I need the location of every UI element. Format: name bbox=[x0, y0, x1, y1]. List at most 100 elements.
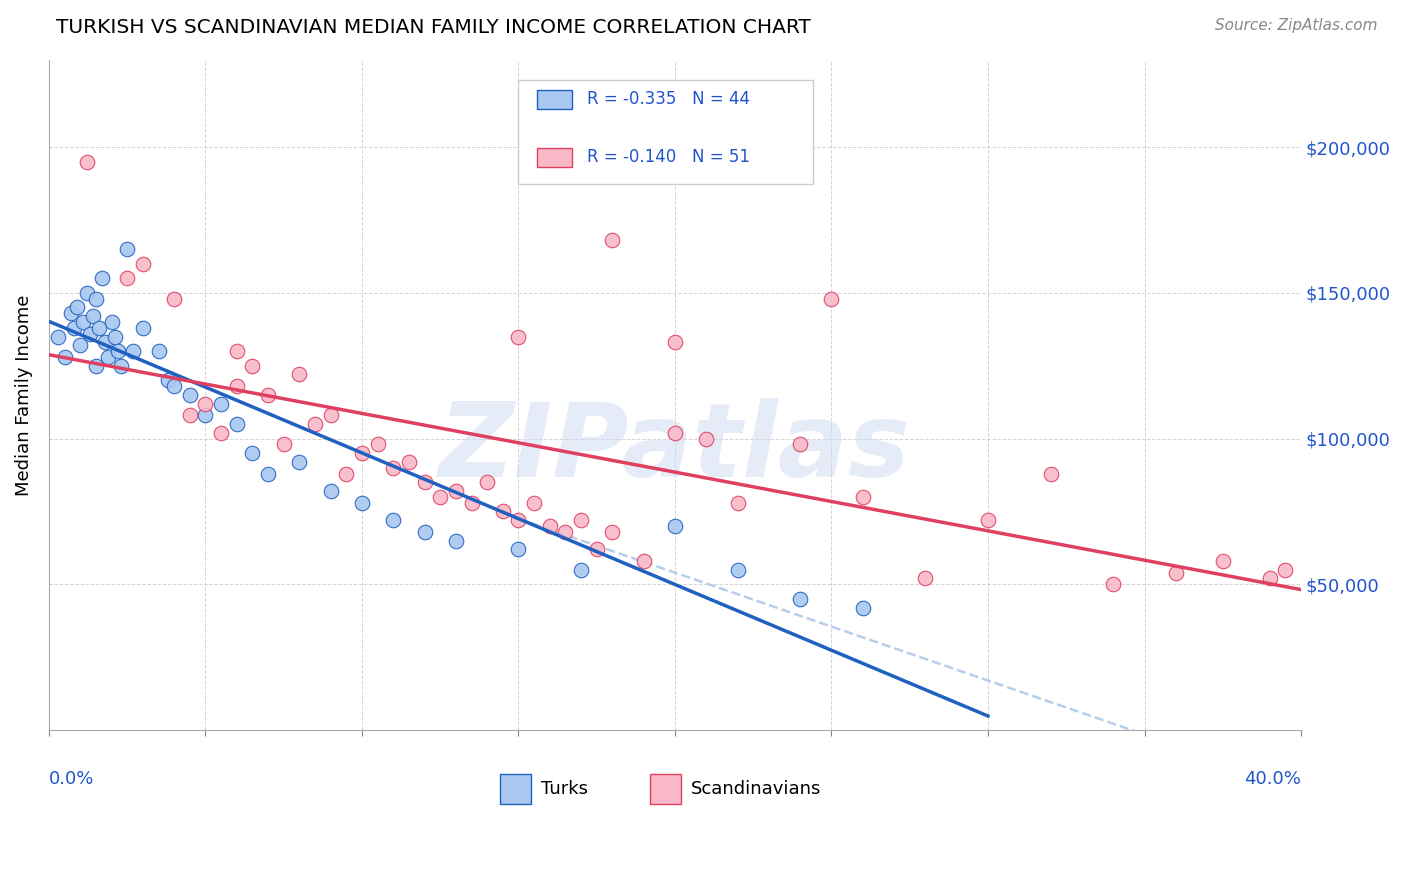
Point bbox=[304, 417, 326, 431]
Point bbox=[209, 425, 232, 440]
Point bbox=[852, 600, 875, 615]
Point bbox=[156, 373, 179, 387]
Text: Scandinavians: Scandinavians bbox=[692, 780, 821, 798]
Point bbox=[79, 326, 101, 341]
Text: Turks: Turks bbox=[541, 780, 588, 798]
Point bbox=[63, 320, 86, 334]
Point bbox=[319, 483, 342, 498]
Point bbox=[523, 496, 546, 510]
FancyBboxPatch shape bbox=[650, 773, 682, 804]
Point bbox=[225, 344, 247, 359]
Text: R = -0.335   N = 44: R = -0.335 N = 44 bbox=[588, 90, 751, 108]
FancyBboxPatch shape bbox=[499, 773, 531, 804]
Point bbox=[664, 519, 686, 533]
Point bbox=[48, 329, 70, 343]
Point bbox=[444, 483, 467, 498]
Point bbox=[602, 524, 624, 539]
Point bbox=[110, 359, 132, 373]
Point bbox=[179, 409, 201, 423]
Point bbox=[273, 437, 295, 451]
Point bbox=[66, 301, 89, 315]
Point bbox=[115, 271, 138, 285]
Point bbox=[148, 344, 170, 359]
Point bbox=[508, 542, 530, 557]
Text: TURKISH VS SCANDINAVIAN MEDIAN FAMILY INCOME CORRELATION CHART: TURKISH VS SCANDINAVIAN MEDIAN FAMILY IN… bbox=[56, 18, 811, 37]
Point bbox=[84, 359, 107, 373]
Point bbox=[695, 432, 717, 446]
Point bbox=[288, 455, 311, 469]
Point bbox=[194, 396, 217, 410]
Point bbox=[257, 388, 280, 402]
Point bbox=[1212, 554, 1234, 568]
Point bbox=[569, 513, 592, 527]
Point bbox=[115, 242, 138, 256]
Point bbox=[97, 350, 120, 364]
Point bbox=[1164, 566, 1187, 580]
Point bbox=[350, 496, 373, 510]
Point bbox=[132, 257, 155, 271]
Point bbox=[1102, 577, 1125, 591]
Point bbox=[477, 475, 499, 490]
Point bbox=[107, 344, 129, 359]
Point bbox=[460, 496, 482, 510]
Point bbox=[53, 350, 76, 364]
Point bbox=[87, 320, 110, 334]
Point bbox=[163, 379, 186, 393]
Point bbox=[1258, 572, 1281, 586]
Point bbox=[132, 320, 155, 334]
Point bbox=[76, 285, 98, 300]
Point bbox=[977, 513, 1000, 527]
Point bbox=[789, 591, 811, 606]
Point bbox=[569, 563, 592, 577]
Point bbox=[398, 455, 420, 469]
Point bbox=[382, 460, 405, 475]
Point bbox=[413, 524, 436, 539]
Point bbox=[288, 368, 311, 382]
Point bbox=[444, 533, 467, 548]
Point bbox=[225, 417, 247, 431]
Point bbox=[209, 396, 232, 410]
Point bbox=[122, 344, 145, 359]
FancyBboxPatch shape bbox=[537, 90, 572, 109]
Point bbox=[664, 335, 686, 350]
Text: 0.0%: 0.0% bbox=[49, 771, 94, 789]
Point bbox=[820, 292, 842, 306]
Point bbox=[242, 446, 264, 460]
Point bbox=[72, 315, 94, 329]
Point bbox=[84, 292, 107, 306]
Point bbox=[508, 329, 530, 343]
Text: ZIPatlas: ZIPatlas bbox=[439, 398, 911, 499]
Point bbox=[100, 315, 122, 329]
Text: R = -0.140   N = 51: R = -0.140 N = 51 bbox=[588, 148, 751, 167]
Point bbox=[76, 154, 98, 169]
Point bbox=[727, 563, 749, 577]
Point bbox=[104, 329, 127, 343]
Point bbox=[727, 496, 749, 510]
Point bbox=[413, 475, 436, 490]
Text: Source: ZipAtlas.com: Source: ZipAtlas.com bbox=[1215, 18, 1378, 33]
Point bbox=[852, 490, 875, 504]
Point bbox=[382, 513, 405, 527]
Y-axis label: Median Family Income: Median Family Income bbox=[15, 294, 32, 496]
Point bbox=[538, 519, 561, 533]
Point bbox=[914, 572, 936, 586]
Point bbox=[194, 409, 217, 423]
Point bbox=[508, 513, 530, 527]
Point bbox=[633, 554, 655, 568]
FancyBboxPatch shape bbox=[537, 148, 572, 167]
Point bbox=[335, 467, 357, 481]
Point bbox=[242, 359, 264, 373]
Point bbox=[350, 446, 373, 460]
Point bbox=[492, 504, 515, 518]
Point bbox=[91, 271, 114, 285]
Point bbox=[585, 542, 607, 557]
Point bbox=[94, 335, 117, 350]
Point bbox=[225, 379, 247, 393]
Point bbox=[602, 233, 624, 247]
Point bbox=[257, 467, 280, 481]
Point bbox=[789, 437, 811, 451]
Text: 40.0%: 40.0% bbox=[1244, 771, 1301, 789]
Point bbox=[1274, 563, 1296, 577]
Point bbox=[179, 388, 201, 402]
Point bbox=[429, 490, 451, 504]
